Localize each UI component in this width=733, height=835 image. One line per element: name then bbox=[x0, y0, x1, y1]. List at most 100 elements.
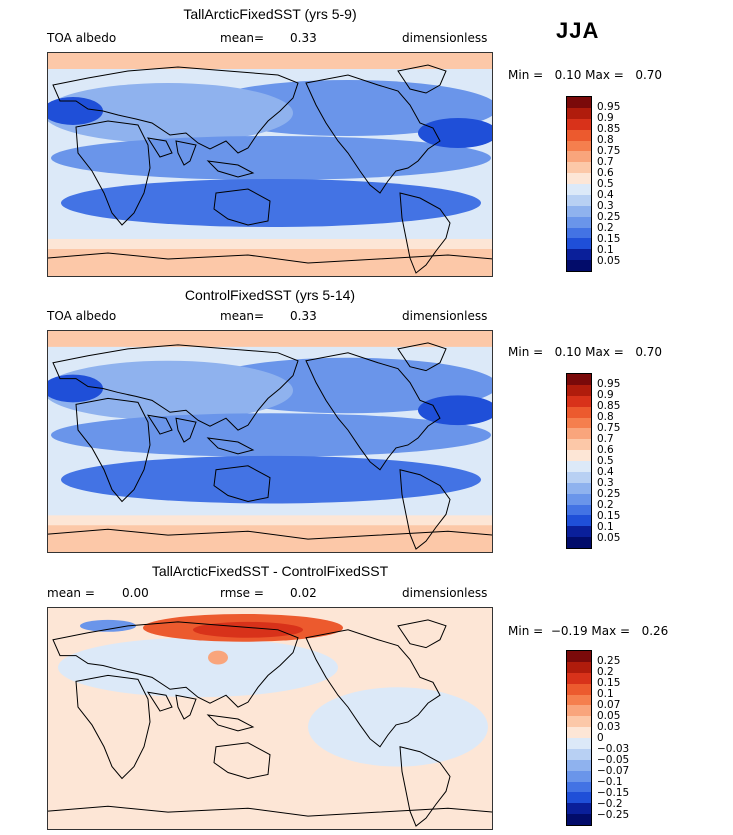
min-max-readout: Min = 0.10 Max = 0.70 bbox=[508, 345, 662, 359]
colorbar-tick-label: 0.75 bbox=[597, 422, 621, 434]
colorbar-segment bbox=[567, 493, 591, 505]
units-label: dimensionless bbox=[402, 31, 488, 45]
coastline bbox=[397, 619, 447, 649]
colorbar-tick-label: 0.25 bbox=[597, 211, 621, 223]
colorbar-segment bbox=[567, 374, 591, 385]
colorbar-segment bbox=[567, 151, 591, 163]
mean-label: mean= bbox=[220, 31, 265, 45]
colorbar-tick-label: 0.1 bbox=[597, 521, 614, 533]
colorbar-2 bbox=[566, 373, 592, 549]
colorbar-tick-label: 0.25 bbox=[597, 488, 621, 500]
coastline bbox=[146, 137, 173, 158]
min-label: Min = bbox=[508, 624, 544, 638]
colorbar-segment bbox=[567, 537, 591, 548]
colorbar-tick-label: 0.05 bbox=[597, 710, 621, 722]
coastline bbox=[75, 397, 151, 503]
rmse-label: rmse = bbox=[220, 586, 264, 600]
map-panel-2 bbox=[47, 330, 493, 553]
colorbar-tick-label: 0.95 bbox=[597, 101, 621, 113]
map-panel-3 bbox=[47, 607, 493, 830]
subtropical-south-field bbox=[61, 179, 481, 227]
colorbar-segment bbox=[567, 417, 591, 429]
coastline bbox=[52, 621, 299, 708]
map-3 bbox=[48, 608, 492, 829]
max-label: Max = bbox=[585, 345, 624, 359]
colorbar-segment bbox=[567, 738, 591, 749]
colorbar-segment bbox=[567, 716, 591, 728]
coastline bbox=[48, 805, 492, 817]
mean-value: 0.33 bbox=[290, 309, 317, 323]
colorbar-segment bbox=[567, 162, 591, 174]
coastline bbox=[206, 160, 255, 178]
colorbar-segment bbox=[567, 439, 591, 451]
colorbar-tick-label: 0.1 bbox=[597, 244, 614, 256]
colorbar-segment bbox=[567, 428, 591, 440]
coastline bbox=[48, 252, 492, 264]
max-label: Max = bbox=[591, 624, 631, 638]
eurasia-field bbox=[48, 83, 293, 143]
colorbar-segment bbox=[567, 814, 591, 825]
min-max-readout: Min = 0.10 Max = 0.70 bbox=[508, 68, 662, 82]
coastline bbox=[206, 714, 255, 732]
max-value: 0.70 bbox=[635, 68, 663, 82]
coastline bbox=[397, 64, 447, 94]
colorbar-3 bbox=[566, 650, 592, 826]
colorbar-tick-label: −0.07 bbox=[597, 765, 630, 777]
colorbar-segment bbox=[567, 672, 591, 684]
colorbar-tick-label: 0.03 bbox=[597, 721, 621, 733]
dark-field bbox=[48, 374, 103, 403]
colorbar-tick-label: 0.9 bbox=[597, 389, 614, 401]
colorbar-tick-label: 0 bbox=[597, 732, 604, 744]
colorbar-tick-label: 0.4 bbox=[597, 466, 614, 478]
colorbar-segment bbox=[567, 748, 591, 760]
colorbar-segment bbox=[567, 504, 591, 516]
colorbar-tick-label: 0.8 bbox=[597, 134, 614, 146]
dark-field bbox=[418, 395, 492, 426]
colorbar-tick-label: 0.75 bbox=[597, 145, 621, 157]
arctic-band bbox=[48, 53, 492, 69]
colorbar-segment bbox=[567, 683, 591, 695]
units-label: dimensionless bbox=[402, 586, 488, 600]
colorbar-segment bbox=[567, 384, 591, 396]
colorbar-tick-label: −0.03 bbox=[597, 743, 630, 755]
colorbar-tick-label: 0.4 bbox=[597, 189, 614, 201]
colorbar-segment bbox=[567, 395, 591, 407]
season-label: JJA bbox=[556, 18, 600, 43]
arctic-max-field bbox=[193, 621, 303, 638]
mean-value: 0.33 bbox=[290, 31, 317, 45]
colorbar-segment bbox=[567, 107, 591, 119]
colorbar-tick-label: −0.2 bbox=[597, 798, 623, 810]
colorbar-tick-label: 0.6 bbox=[597, 444, 614, 456]
coastline bbox=[75, 120, 151, 226]
variable-label: TOA albedo bbox=[47, 31, 117, 45]
rmse-value: 0.02 bbox=[290, 586, 317, 600]
eurasia-field bbox=[48, 360, 293, 421]
min-value: −0.19 bbox=[550, 624, 588, 638]
colorbar-segment bbox=[567, 216, 591, 228]
colorbar-segment bbox=[567, 792, 591, 804]
colorbar-tick-label: 0.15 bbox=[597, 677, 621, 689]
dark-field bbox=[48, 97, 103, 125]
min-label: Min = bbox=[508, 68, 544, 82]
tropical-field bbox=[51, 136, 491, 180]
coastline bbox=[399, 192, 451, 274]
colorbar-segment bbox=[567, 526, 591, 538]
colorbar-tick-label: 0.7 bbox=[597, 433, 614, 445]
colorbar-segment bbox=[567, 238, 591, 250]
colorbar-tick-label: 0.1 bbox=[597, 688, 614, 700]
colorbar-segment bbox=[567, 694, 591, 706]
colorbar-segment bbox=[567, 205, 591, 217]
colorbar-segment bbox=[567, 651, 591, 662]
coastline bbox=[146, 691, 173, 712]
colorbar-segment bbox=[567, 482, 591, 494]
coastline bbox=[75, 674, 151, 780]
colorbar-segment bbox=[567, 129, 591, 141]
coastline bbox=[399, 746, 451, 827]
coastline bbox=[206, 437, 255, 455]
negative-field bbox=[80, 619, 136, 632]
colorbar-tick-label: 0.3 bbox=[597, 200, 614, 212]
colorbar-segment bbox=[567, 705, 591, 717]
max-value: 0.70 bbox=[635, 345, 663, 359]
coastline bbox=[52, 344, 299, 431]
colorbar-segment bbox=[567, 194, 591, 206]
